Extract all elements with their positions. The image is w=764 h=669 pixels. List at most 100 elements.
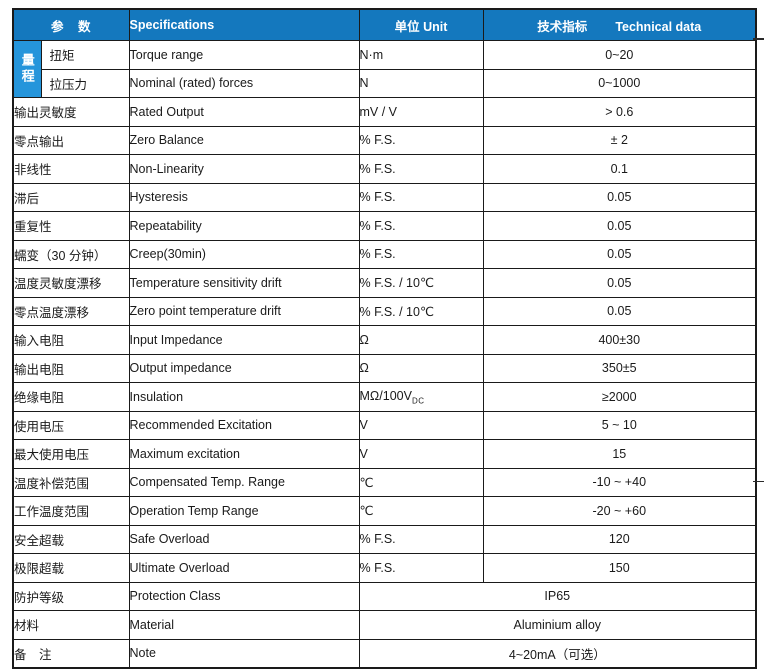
- spec-cell: Zero point temperature drift: [128, 296, 360, 326]
- unit-cell: % F.S.: [358, 239, 484, 269]
- unit-cell: % F.S.: [358, 182, 484, 212]
- table-row: 温度灵敏度漂移 Temperature sensitivity drift % …: [12, 268, 757, 298]
- value-cell: 0.05: [482, 296, 757, 326]
- table-row: 零点输出 Zero Balance % F.S. ± 2: [12, 125, 757, 155]
- table-row: 蠕变（30 分钟） Creep(30min) % F.S. 0.05: [12, 239, 757, 269]
- table-row: 备 注 Note 4~20mA（可选）: [12, 638, 757, 669]
- spec-cell: Ultimate Overload: [128, 553, 360, 583]
- table-row: 绝缘电阻 Insulation MΩ/100VDC ≥2000: [12, 382, 757, 412]
- param-cell: 输出电阻: [12, 353, 130, 383]
- table-row: 工作温度范围 Operation Temp Range ℃ -20 ~ +60: [12, 496, 757, 526]
- value-cell-merged: 4~20mA（可选）: [358, 638, 757, 669]
- header-edge-artifact-line: [753, 38, 764, 40]
- param-cell: 拉压力: [40, 68, 130, 98]
- unit-cell: Ω: [358, 325, 484, 355]
- param-cell: 绝缘电阻: [12, 382, 130, 412]
- unit-cell: ℃: [358, 467, 484, 497]
- spec-cell: Operation Temp Range: [128, 496, 360, 526]
- value-cell: ± 2: [482, 125, 757, 155]
- value-cell: 5 ~ 10: [482, 410, 757, 440]
- spec-cell: Output impedance: [128, 353, 360, 383]
- spec-cell: Repeatability: [128, 211, 360, 241]
- spec-cell: Protection Class: [128, 581, 360, 611]
- unit-cell: mV / V: [358, 97, 484, 127]
- value-cell: > 0.6: [482, 97, 757, 127]
- table-row: 量程 扭矩 Torque range N·m 0~20: [12, 40, 757, 98]
- table-row: 输出灵敏度 Rated Output mV / V > 0.6: [12, 97, 757, 127]
- value-cell-merged: Aluminium alloy: [358, 610, 757, 640]
- unit-cell: % F.S.: [358, 125, 484, 155]
- param-cell: 备 注: [12, 638, 130, 669]
- value-cell: ≥2000: [482, 382, 757, 412]
- spec-cell: Insulation: [128, 382, 360, 412]
- spec-cell: Creep(30min): [128, 239, 360, 269]
- param-cell: 零点温度漂移: [12, 296, 130, 326]
- value-cell: -20 ~ +60: [482, 496, 757, 526]
- table-row: 拉压力 Nominal (rated) forces N 0~1000: [13, 68, 757, 98]
- unit-cell: N·m: [358, 40, 484, 70]
- spec-cell: Compensated Temp. Range: [128, 467, 360, 497]
- unit-cell: MΩ/100VDC: [358, 382, 484, 412]
- spec-cell: Recommended Excitation: [128, 410, 360, 440]
- spec-cell: Material: [128, 610, 360, 640]
- header-row: 参 数 Specifications 单位 Unit 技术指标 Technical…: [12, 8, 757, 41]
- unit-cell: N: [358, 68, 484, 98]
- unit-cell: % F.S.: [358, 211, 484, 241]
- specification-table: 参 数 Specifications 单位 Unit 技术指标 Technical…: [12, 8, 758, 669]
- param-cell: 使用电压: [12, 410, 130, 440]
- table-row: 防护等级 Protection Class IP65: [12, 581, 757, 611]
- param-cell: 输入电阻: [12, 325, 130, 355]
- param-cell: 极限超载: [12, 553, 130, 583]
- unit-cell: Ω: [358, 353, 484, 383]
- param-cell: 材料: [12, 610, 130, 640]
- header-specifications: Specifications: [128, 8, 360, 41]
- spec-cell: Input Impedance: [128, 325, 360, 355]
- unit-cell: % F.S. / 10℃: [358, 296, 484, 326]
- value-cell: 15: [482, 439, 757, 469]
- value-cell: 0~20: [482, 40, 757, 70]
- unit-text: MΩ/100V: [359, 388, 412, 403]
- spec-cell: Temperature sensitivity drift: [128, 268, 360, 298]
- table-row: 输入电阻 Input Impedance Ω 400±30: [12, 325, 757, 355]
- param-cell: 扭矩: [40, 40, 130, 70]
- table-row: 温度补偿范围 Compensated Temp. Range ℃ -10 ~ +…: [12, 467, 757, 497]
- param-cell: 非线性: [12, 154, 130, 184]
- value-cell: 0~1000: [482, 68, 757, 98]
- unit-cell: % F.S. / 10℃: [358, 268, 484, 298]
- table-row: 极限超载 Ultimate Overload % F.S. 150: [12, 553, 757, 583]
- unit-cell: V: [358, 439, 484, 469]
- table-row: 重复性 Repeatability % F.S. 0.05: [12, 211, 757, 241]
- value-cell: 150: [482, 553, 757, 583]
- row-edge-artifact-line: [753, 481, 764, 482]
- spec-cell: Rated Output: [128, 97, 360, 127]
- param-cell: 防护等级: [12, 581, 130, 611]
- table-row: 非线性 Non-Linearity % F.S. 0.1: [12, 154, 757, 184]
- value-cell: 400±30: [482, 325, 757, 355]
- header-unit: 单位 Unit: [358, 8, 484, 41]
- value-cell: 0.1: [482, 154, 757, 184]
- unit-cell: % F.S.: [358, 154, 484, 184]
- param-cell: 滞后: [12, 182, 130, 212]
- value-cell-merged: IP65: [358, 581, 757, 611]
- param-cell: 最大使用电压: [12, 439, 130, 469]
- param-cell: 重复性: [12, 211, 130, 241]
- param-cell: 输出灵敏度: [12, 97, 130, 127]
- spec-cell: Hysteresis: [128, 182, 360, 212]
- spec-cell: Non-Linearity: [128, 154, 360, 184]
- unit-cell: % F.S.: [358, 524, 484, 554]
- table-row: 使用电压 Recommended Excitation V 5 ~ 10: [12, 410, 757, 440]
- value-cell: 350±5: [482, 353, 757, 383]
- value-cell: 0.05: [482, 239, 757, 269]
- value-cell: 0.05: [482, 211, 757, 241]
- table-row: 安全超载 Safe Overload % F.S. 120: [12, 524, 757, 554]
- header-parameter: 参 数: [12, 8, 130, 41]
- spec-cell: Zero Balance: [128, 125, 360, 155]
- value-cell: 0.05: [482, 182, 757, 212]
- unit-cell: % F.S.: [358, 553, 484, 583]
- table-row: 最大使用电压 Maximum excitation V 15: [12, 439, 757, 469]
- table-row: 材料 Material Aluminium alloy: [12, 610, 757, 640]
- param-cell: 蠕变（30 分钟）: [12, 239, 130, 269]
- header-technical-cn: 技术指标: [537, 19, 588, 34]
- unit-cell: V: [358, 410, 484, 440]
